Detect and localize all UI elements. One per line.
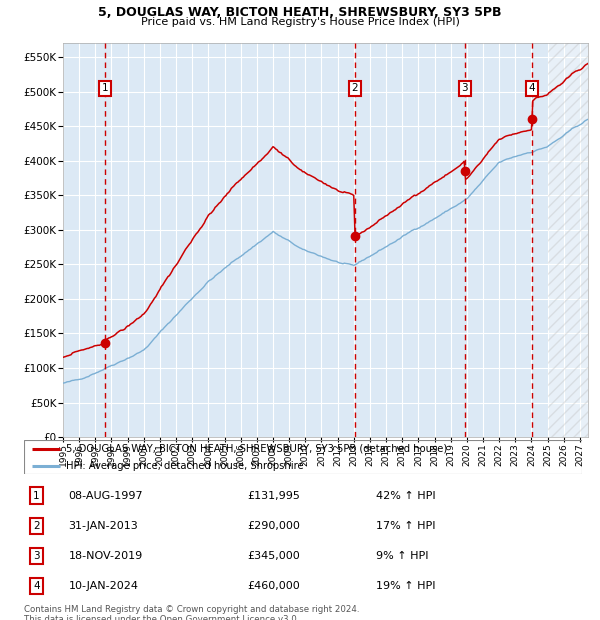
Text: 5, DOUGLAS WAY, BICTON HEATH, SHREWSBURY, SY3 5PB (detached house): 5, DOUGLAS WAY, BICTON HEATH, SHREWSBURY…	[66, 444, 447, 454]
Text: Price paid vs. HM Land Registry's House Price Index (HPI): Price paid vs. HM Land Registry's House …	[140, 17, 460, 27]
Text: 4: 4	[33, 582, 40, 591]
Text: 2: 2	[352, 83, 358, 93]
Text: 9% ↑ HPI: 9% ↑ HPI	[376, 551, 428, 561]
Text: 08-AUG-1997: 08-AUG-1997	[68, 490, 143, 500]
Text: £345,000: £345,000	[247, 551, 300, 561]
Text: 5, DOUGLAS WAY, BICTON HEATH, SHREWSBURY, SY3 5PB: 5, DOUGLAS WAY, BICTON HEATH, SHREWSBURY…	[98, 6, 502, 19]
Text: £131,995: £131,995	[247, 490, 300, 500]
Text: £460,000: £460,000	[247, 582, 300, 591]
Text: Contains HM Land Registry data © Crown copyright and database right 2024.
This d: Contains HM Land Registry data © Crown c…	[24, 604, 359, 620]
Text: 1: 1	[33, 490, 40, 500]
Text: 42% ↑ HPI: 42% ↑ HPI	[376, 490, 435, 500]
Text: 3: 3	[33, 551, 40, 561]
Text: HPI: Average price, detached house, Shropshire: HPI: Average price, detached house, Shro…	[66, 461, 304, 471]
Text: 2: 2	[33, 521, 40, 531]
Text: 3: 3	[461, 83, 468, 93]
Text: 4: 4	[529, 83, 535, 93]
Text: 10-JAN-2024: 10-JAN-2024	[68, 582, 139, 591]
Text: 19% ↑ HPI: 19% ↑ HPI	[376, 582, 435, 591]
Text: 18-NOV-2019: 18-NOV-2019	[68, 551, 143, 561]
Text: 17% ↑ HPI: 17% ↑ HPI	[376, 521, 435, 531]
Text: £290,000: £290,000	[247, 521, 300, 531]
Text: 31-JAN-2013: 31-JAN-2013	[68, 521, 139, 531]
Text: 1: 1	[101, 83, 109, 93]
